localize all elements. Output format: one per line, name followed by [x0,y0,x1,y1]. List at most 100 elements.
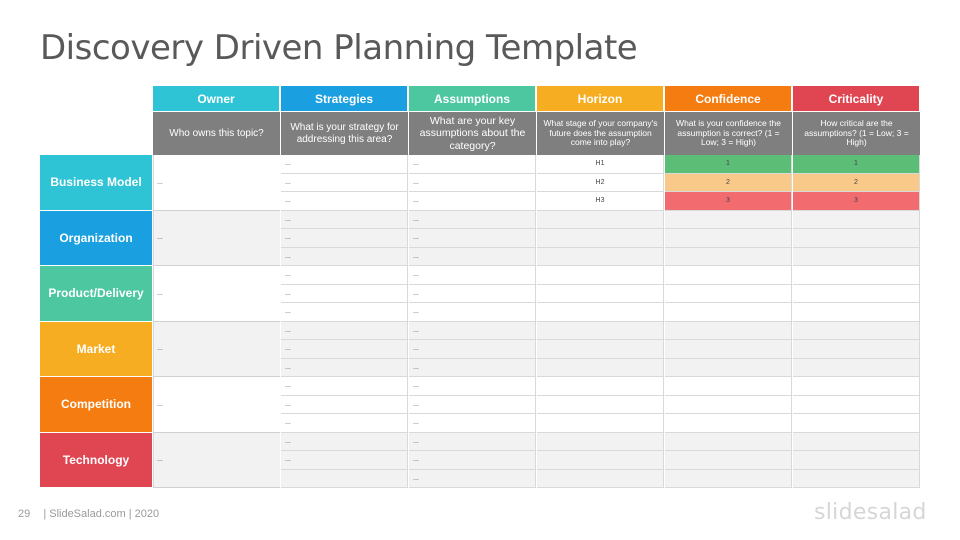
criticality-cell [793,229,920,248]
strategy-cell: ... [281,247,408,266]
criticality-cell [793,377,920,396]
confidence-cell [665,451,792,470]
horizon-cell [537,358,664,377]
owner-cell: ... [153,266,280,322]
criticality-cell [793,303,920,322]
strategy-cell: ... [281,377,408,396]
assumption-cell: ... [409,432,536,451]
strategy-cell: ... [281,192,408,211]
assumption-cell: ... [409,321,536,340]
assumption-cell: ... [409,229,536,248]
assumption-cell: ... [409,284,536,303]
assumption-cell: ... [409,451,536,470]
criticality-cell [793,432,920,451]
confidence-cell: 1 [665,155,792,174]
owner-cell: ... [153,321,280,377]
horizon-cell [537,395,664,414]
criticality-cell [793,321,920,340]
criticality-cell: 1 [793,155,920,174]
assumption-cell: ... [409,377,536,396]
strategy-cell: ... [281,155,408,174]
horizon-cell [537,377,664,396]
horizon-cell [537,210,664,229]
confidence-cell [665,321,792,340]
confidence-cell [665,358,792,377]
horizon-cell [537,414,664,433]
strategy-cell: ... [281,229,408,248]
assumption-cell: ... [409,358,536,377]
assumption-cell: ... [409,266,536,285]
page-number: 29 [18,508,31,520]
column-description-confidence: What is your confidence the assumption i… [665,111,792,155]
confidence-cell [665,377,792,396]
confidence-cell [665,469,792,488]
confidence-cell [665,395,792,414]
footer: 29 | SlideSalad.com | 2020 [18,508,159,520]
strategy-cell: ... [281,432,408,451]
brand-logo: slidesalad [814,500,927,525]
horizon-cell [537,469,664,488]
horizon-cell: H1 [537,155,664,174]
horizon-cell: H3 [537,192,664,211]
strategy-cell: ... [281,451,408,470]
category-label: Competition [40,377,152,433]
owner-cell: ... [153,155,280,211]
strategy-cell: ... [281,266,408,285]
confidence-cell [665,303,792,322]
horizon-cell [537,266,664,285]
strategy-cell: ... [281,395,408,414]
criticality-cell [793,451,920,470]
strategy-cell: ... [281,173,408,192]
criticality-cell [793,284,920,303]
criticality-cell [793,266,920,285]
category-label: Market [40,321,152,377]
assumption-cell: ... [409,210,536,229]
confidence-cell [665,340,792,359]
confidence-cell [665,284,792,303]
horizon-cell [537,247,664,266]
confidence-cell: 3 [665,192,792,211]
criticality-cell [793,340,920,359]
criticality-cell: 3 [793,192,920,211]
assumption-cell: ... [409,414,536,433]
criticality-cell [793,414,920,433]
criticality-cell [793,395,920,414]
category-label: Technology [40,432,152,488]
owner-cell: ... [153,377,280,433]
column-description-horizon: What stage of your company's future does… [537,111,664,155]
confidence-cell: 2 [665,173,792,192]
column-description-assumptions: What are your key assumptions about the … [409,111,536,155]
strategy-cell: ... [281,358,408,377]
horizon-cell [537,284,664,303]
criticality-cell: 2 [793,173,920,192]
strategy-cell: ... [281,321,408,340]
horizon-cell [537,451,664,470]
criticality-cell [793,210,920,229]
confidence-cell [665,414,792,433]
strategy-cell: ... [281,210,408,229]
footer-text: | SlideSalad.com | 2020 [43,508,160,520]
column-header-strategies: Strategies [281,86,408,111]
horizon-cell [537,303,664,322]
strategy-cell: ... [281,303,408,322]
criticality-cell [793,247,920,266]
column-header-confidence: Confidence [665,86,792,111]
column-header-horizon: Horizon [537,86,664,111]
assumption-cell: ... [409,192,536,211]
strategy-cell: ... [281,340,408,359]
horizon-cell: H2 [537,173,664,192]
column-header-assumptions: Assumptions [409,86,536,111]
assumption-cell: ... [409,303,536,322]
strategy-cell [281,469,408,488]
horizon-cell [537,321,664,340]
confidence-cell [665,229,792,248]
column-header-criticality: Criticality [793,86,920,111]
assumption-cell: ... [409,247,536,266]
strategy-cell: ... [281,414,408,433]
confidence-cell [665,247,792,266]
criticality-cell [793,358,920,377]
owner-cell: ... [153,432,280,488]
column-description-owner: Who owns this topic? [153,111,280,155]
confidence-cell [665,210,792,229]
criticality-cell [793,469,920,488]
